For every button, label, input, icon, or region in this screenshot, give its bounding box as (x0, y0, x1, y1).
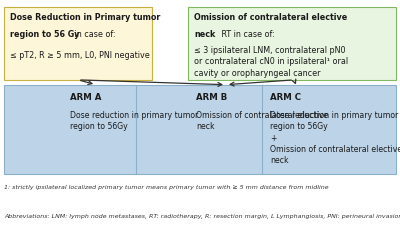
Text: ≤ pT2, R ≥ 5 mm, L0, PNI negative: ≤ pT2, R ≥ 5 mm, L0, PNI negative (10, 51, 150, 60)
Text: Omission of contralateral elective
neck: Omission of contralateral elective neck (196, 111, 328, 131)
Text: in case of:: in case of: (72, 30, 116, 39)
Text: Dose Reduction in Primary tumor: Dose Reduction in Primary tumor (10, 13, 160, 22)
FancyBboxPatch shape (4, 7, 152, 80)
Text: region to 56 Gy: region to 56 Gy (10, 30, 80, 39)
Text: ARM B: ARM B (196, 93, 227, 102)
Text: Dose reduction in primary tumor
region to 56Gy
+
Omission of contralateral elect: Dose reduction in primary tumor region t… (270, 111, 400, 165)
Text: ARM C: ARM C (270, 93, 301, 102)
Text: Abbreviations: LNM: lymph node metastases, RT: radiotherapy, R: resection margin: Abbreviations: LNM: lymph node metastase… (4, 214, 400, 219)
FancyBboxPatch shape (4, 85, 396, 174)
Text: neck: neck (194, 30, 215, 39)
Text: ≤ 3 ipsilateral LNM, contralateral pN0
or contralateral cN0 in ipsilateral¹ oral: ≤ 3 ipsilateral LNM, contralateral pN0 o… (194, 46, 348, 78)
FancyBboxPatch shape (188, 7, 396, 80)
Text: RT in case of:: RT in case of: (219, 30, 274, 39)
Text: Dose reduction in primary tumor
region to 56Gy: Dose reduction in primary tumor region t… (70, 111, 198, 131)
Text: ARM A: ARM A (70, 93, 101, 102)
Text: Omission of contralateral elective: Omission of contralateral elective (194, 13, 347, 22)
Text: 1: strictly ipsilateral localized primary tumor means primary tumor with ≥ 5 mm : 1: strictly ipsilateral localized primar… (4, 185, 329, 190)
